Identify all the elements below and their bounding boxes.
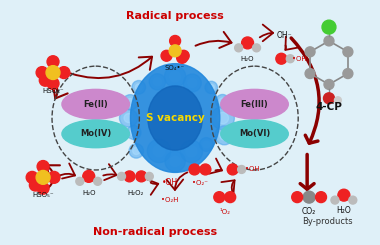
Text: SO₄•⁻: SO₄•⁻: [165, 65, 185, 71]
Circle shape: [153, 78, 162, 86]
Text: H₂O₂: H₂O₂: [127, 190, 144, 196]
Circle shape: [153, 145, 165, 157]
Circle shape: [343, 69, 353, 78]
Text: Fe(III): Fe(III): [241, 100, 268, 109]
Text: H₂O: H₂O: [337, 206, 351, 215]
Circle shape: [37, 160, 49, 172]
Text: •OH: •OH: [292, 56, 307, 62]
Circle shape: [48, 172, 60, 183]
Text: H₂O: H₂O: [241, 56, 254, 62]
Ellipse shape: [148, 86, 203, 150]
Circle shape: [205, 81, 217, 94]
Text: 4-CP: 4-CP: [315, 102, 342, 112]
Circle shape: [40, 74, 51, 86]
Circle shape: [276, 53, 287, 64]
Circle shape: [186, 146, 197, 157]
Circle shape: [83, 171, 95, 182]
Circle shape: [188, 78, 197, 87]
Circle shape: [178, 50, 189, 61]
Circle shape: [208, 84, 214, 91]
Circle shape: [203, 141, 210, 148]
Circle shape: [220, 131, 229, 140]
Ellipse shape: [62, 89, 130, 119]
Circle shape: [76, 177, 84, 185]
Circle shape: [227, 164, 238, 175]
Circle shape: [177, 52, 188, 63]
Circle shape: [165, 66, 186, 87]
Circle shape: [242, 37, 253, 49]
Circle shape: [26, 172, 38, 183]
Circle shape: [189, 164, 200, 175]
Text: •OH: •OH: [245, 166, 259, 172]
Text: Mo(VI): Mo(VI): [239, 129, 270, 138]
Circle shape: [214, 192, 225, 203]
Text: •OH: •OH: [162, 178, 178, 187]
Circle shape: [292, 192, 303, 203]
Circle shape: [349, 196, 357, 204]
Circle shape: [58, 67, 70, 78]
Circle shape: [303, 191, 315, 203]
Circle shape: [117, 172, 125, 180]
Circle shape: [343, 47, 353, 57]
Circle shape: [136, 171, 147, 182]
Circle shape: [253, 44, 260, 52]
Circle shape: [211, 107, 234, 130]
Circle shape: [225, 192, 236, 203]
Ellipse shape: [62, 120, 130, 148]
Circle shape: [170, 71, 180, 82]
Circle shape: [149, 74, 166, 90]
Circle shape: [161, 50, 172, 61]
Circle shape: [169, 45, 181, 57]
Circle shape: [36, 171, 50, 184]
Text: Radical process: Radical process: [126, 11, 224, 21]
Circle shape: [124, 113, 133, 122]
Circle shape: [145, 172, 153, 180]
Circle shape: [331, 196, 339, 204]
Text: ¹O₂: ¹O₂: [219, 209, 230, 215]
Text: S vacancy: S vacancy: [146, 113, 204, 123]
Circle shape: [200, 138, 213, 151]
Circle shape: [324, 79, 334, 89]
Circle shape: [133, 147, 140, 155]
Circle shape: [47, 77, 59, 89]
Circle shape: [123, 95, 138, 110]
Circle shape: [286, 55, 294, 63]
Circle shape: [324, 36, 334, 46]
Circle shape: [338, 189, 350, 201]
Circle shape: [215, 126, 234, 145]
Circle shape: [169, 36, 180, 46]
Circle shape: [180, 140, 203, 162]
Text: Non-radical process: Non-radical process: [93, 227, 217, 237]
Circle shape: [215, 95, 230, 108]
Text: CO₂: CO₂: [302, 207, 316, 216]
Ellipse shape: [130, 64, 220, 172]
Circle shape: [127, 98, 134, 106]
Circle shape: [29, 179, 41, 191]
Circle shape: [170, 156, 180, 167]
Ellipse shape: [221, 120, 288, 148]
Circle shape: [334, 97, 341, 104]
Text: Mo(IV): Mo(IV): [80, 129, 111, 138]
Circle shape: [235, 44, 242, 52]
Circle shape: [323, 93, 334, 104]
Circle shape: [315, 192, 326, 203]
Circle shape: [135, 84, 142, 91]
Circle shape: [127, 125, 141, 139]
Circle shape: [47, 56, 59, 68]
Text: HSO₅⁻: HSO₅⁻: [32, 192, 54, 198]
Circle shape: [217, 112, 228, 124]
Circle shape: [119, 109, 138, 127]
Circle shape: [183, 74, 201, 92]
Circle shape: [147, 139, 171, 163]
Text: OH⁻: OH⁻: [277, 31, 292, 40]
Circle shape: [322, 20, 336, 34]
Text: •O₂H: •O₂H: [162, 197, 179, 203]
Text: Fe(II): Fe(II): [83, 100, 108, 109]
Circle shape: [37, 182, 49, 194]
Circle shape: [238, 166, 245, 173]
Circle shape: [305, 69, 315, 78]
Circle shape: [46, 66, 60, 79]
Circle shape: [305, 47, 315, 57]
Text: •O₂⁻: •O₂⁻: [192, 180, 208, 186]
